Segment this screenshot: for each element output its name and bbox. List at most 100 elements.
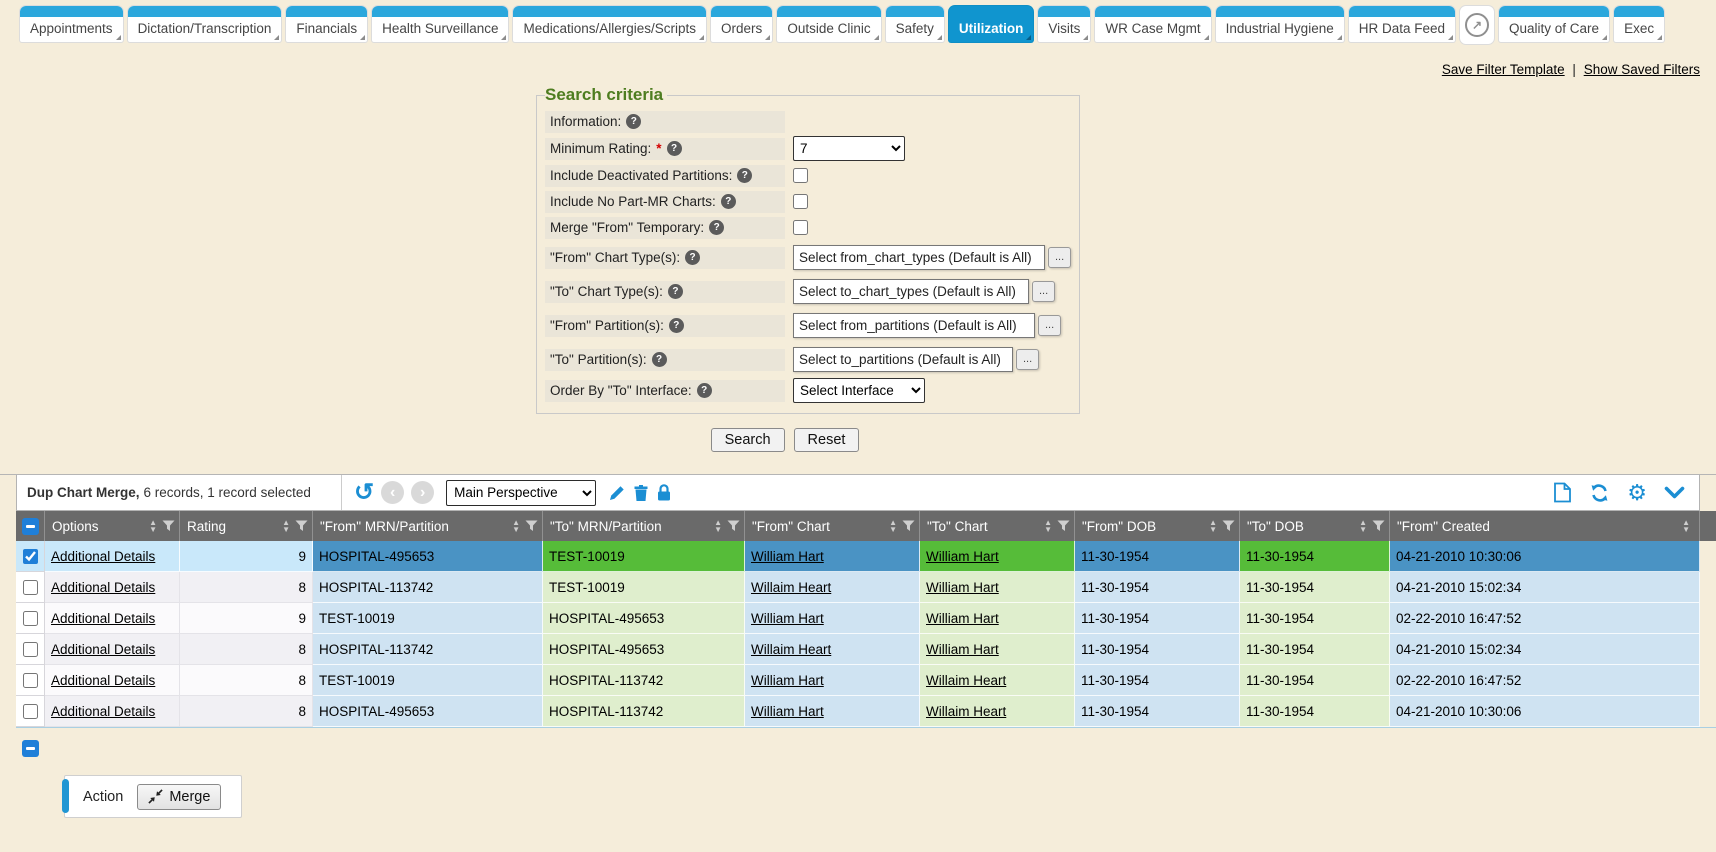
column-header-options[interactable]: Options ▲ ▼ (45, 511, 180, 541)
perspective-select[interactable]: Main Perspective (446, 479, 597, 506)
show-saved-filters-link[interactable]: Show Saved Filters (1583, 62, 1700, 77)
filter-icon[interactable] (902, 520, 915, 532)
chart-link[interactable]: William Hart (926, 641, 999, 657)
minimum-rating-select[interactable]: 7 (793, 136, 905, 161)
tab-exec[interactable]: Exec (1614, 6, 1665, 42)
sort-icon[interactable]: ▲ ▼ (282, 518, 290, 534)
next-arrow-icon[interactable]: › (411, 481, 435, 504)
additional-details-link[interactable]: Additional Details (51, 703, 156, 719)
filter-icon[interactable] (162, 520, 175, 532)
sort-icon[interactable]: ▲ ▼ (512, 518, 520, 534)
from-partition-s-picker[interactable]: Select from_partitions (Default is All) (793, 313, 1035, 338)
prev-arrow-icon[interactable]: ‹ (381, 481, 405, 504)
chevron-down-icon[interactable] (1664, 486, 1685, 499)
delete-trash-icon[interactable] (633, 484, 649, 502)
additional-details-link[interactable]: Additional Details (51, 548, 156, 564)
edit-pencil-icon[interactable] (608, 484, 626, 502)
row-checkbox[interactable] (22, 579, 38, 595)
tab-dictation-transcription[interactable]: Dictation/Transcription (127, 6, 282, 42)
undo-icon[interactable]: ↺ (354, 478, 375, 506)
chart-link[interactable]: Willaim Heart (751, 641, 832, 657)
tab-financials[interactable]: Financials (286, 6, 368, 42)
tab-outside-clinic[interactable]: Outside Clinic (777, 6, 881, 42)
sort-icon[interactable]: ▲ ▼ (889, 518, 897, 534)
help-icon[interactable]: ? (626, 114, 642, 129)
to-chart-type-s-more-button[interactable]: ... (1032, 281, 1056, 302)
chart-link[interactable]: William Hart (751, 548, 824, 564)
order-by-to-interface-select[interactable]: Select Interface (793, 378, 925, 403)
help-icon[interactable]: ? (666, 141, 682, 156)
help-icon[interactable]: ? (696, 383, 712, 398)
row-checkbox[interactable] (22, 548, 38, 564)
from-chart-type-s-more-button[interactable]: ... (1048, 247, 1072, 268)
collapse-grid-minus-toggle[interactable] (22, 740, 39, 757)
help-icon[interactable]: ? (668, 318, 684, 333)
chart-link[interactable]: Willaim Heart (751, 579, 832, 595)
tab-appointments[interactable]: Appointments (20, 6, 123, 42)
include-no-part-mr-charts-checkbox[interactable] (793, 194, 808, 209)
merge-button[interactable]: Merge (137, 783, 222, 810)
sort-icon[interactable]: ▲ ▼ (1209, 518, 1217, 534)
help-icon[interactable]: ? (667, 284, 683, 299)
column-header-to-chart[interactable]: "To" Chart ▲ ▼ (920, 511, 1075, 541)
column-header-to-dob[interactable]: "To" DOB ▲ ▼ (1240, 511, 1390, 541)
tab-health-surveillance[interactable]: Health Surveillance (372, 6, 509, 42)
row-checkbox[interactable] (22, 610, 38, 626)
to-chart-type-s-picker[interactable]: Select to_chart_types (Default is All) (793, 279, 1029, 304)
column-header-to-mrn-partition[interactable]: "To" MRN/Partition ▲ ▼ (543, 511, 745, 541)
tab-utilization[interactable]: Utilization (948, 6, 1034, 42)
save-filter-template-link[interactable]: Save Filter Template (1441, 62, 1565, 77)
column-header-from-dob[interactable]: "From" DOB ▲ ▼ (1075, 511, 1240, 541)
additional-details-link[interactable]: Additional Details (51, 641, 156, 657)
chart-link[interactable]: Willaim Heart (926, 703, 1007, 719)
tab-external-link-circle[interactable]: ↗ (1460, 6, 1495, 44)
column-header-from-created[interactable]: "From" Created ▲ ▼ (1390, 511, 1700, 541)
search-button[interactable]: Search (710, 428, 785, 452)
tab-industrial-hygiene[interactable]: Industrial Hygiene (1215, 6, 1344, 42)
tab-orders[interactable]: Orders (711, 6, 773, 42)
tab-safety[interactable]: Safety (885, 6, 944, 42)
help-icon[interactable]: ? (720, 194, 736, 209)
sort-icon[interactable]: ▲ ▼ (149, 518, 157, 534)
chart-link[interactable]: William Hart (751, 672, 824, 688)
chart-link[interactable]: William Hart (926, 548, 999, 564)
help-icon[interactable]: ? (709, 220, 725, 235)
gear-icon[interactable]: ⚙ (1627, 479, 1647, 505)
sort-icon[interactable]: ▲ ▼ (1044, 518, 1052, 534)
tab-hr-data-feed[interactable]: HR Data Feed (1348, 6, 1456, 42)
chart-link[interactable]: William Hart (751, 610, 824, 626)
sort-icon[interactable]: ▲ ▼ (714, 518, 722, 534)
additional-details-link[interactable]: Additional Details (51, 610, 156, 626)
sort-icon[interactable]: ▲ ▼ (1359, 518, 1367, 534)
tab-wr-case-mgmt[interactable]: WR Case Mgmt (1095, 6, 1211, 42)
from-chart-type-s-picker[interactable]: Select from_chart_types (Default is All) (793, 245, 1045, 270)
filter-icon[interactable] (525, 520, 538, 532)
row-checkbox[interactable] (22, 641, 38, 657)
filter-icon[interactable] (1372, 520, 1385, 532)
chart-link[interactable]: William Hart (926, 579, 999, 595)
from-partition-s-more-button[interactable]: ... (1038, 315, 1062, 336)
filter-icon[interactable] (295, 520, 308, 532)
help-icon[interactable]: ? (685, 250, 701, 265)
tab-medications-allergies-scripts[interactable]: Medications/Allergies/Scripts (513, 6, 707, 42)
include-deactivated-partitions-checkbox[interactable] (793, 168, 808, 183)
chart-link[interactable]: Willaim Heart (926, 672, 1007, 688)
refresh-icon[interactable] (1589, 483, 1610, 503)
lock-icon[interactable] (656, 483, 672, 502)
merge-from-temporary-checkbox[interactable] (793, 220, 808, 235)
row-checkbox[interactable] (22, 703, 38, 719)
select-all-minus-toggle[interactable] (21, 517, 39, 535)
to-partition-s-more-button[interactable]: ... (1016, 349, 1040, 370)
additional-details-link[interactable]: Additional Details (51, 672, 156, 688)
filter-icon[interactable] (727, 520, 740, 532)
additional-details-link[interactable]: Additional Details (51, 579, 156, 595)
chart-link[interactable]: William Hart (926, 610, 999, 626)
tab-quality-of-care[interactable]: Quality of Care (1499, 6, 1610, 42)
help-icon[interactable]: ? (737, 168, 753, 183)
column-header-from-mrn-partition[interactable]: "From" MRN/Partition ▲ ▼ (313, 511, 543, 541)
chart-link[interactable]: William Hart (751, 703, 824, 719)
reset-button[interactable]: Reset (793, 428, 860, 452)
filter-icon[interactable] (1222, 520, 1235, 532)
sort-icon[interactable]: ▲ ▼ (1682, 518, 1690, 534)
to-partition-s-picker[interactable]: Select to_partitions (Default is All) (793, 347, 1013, 372)
